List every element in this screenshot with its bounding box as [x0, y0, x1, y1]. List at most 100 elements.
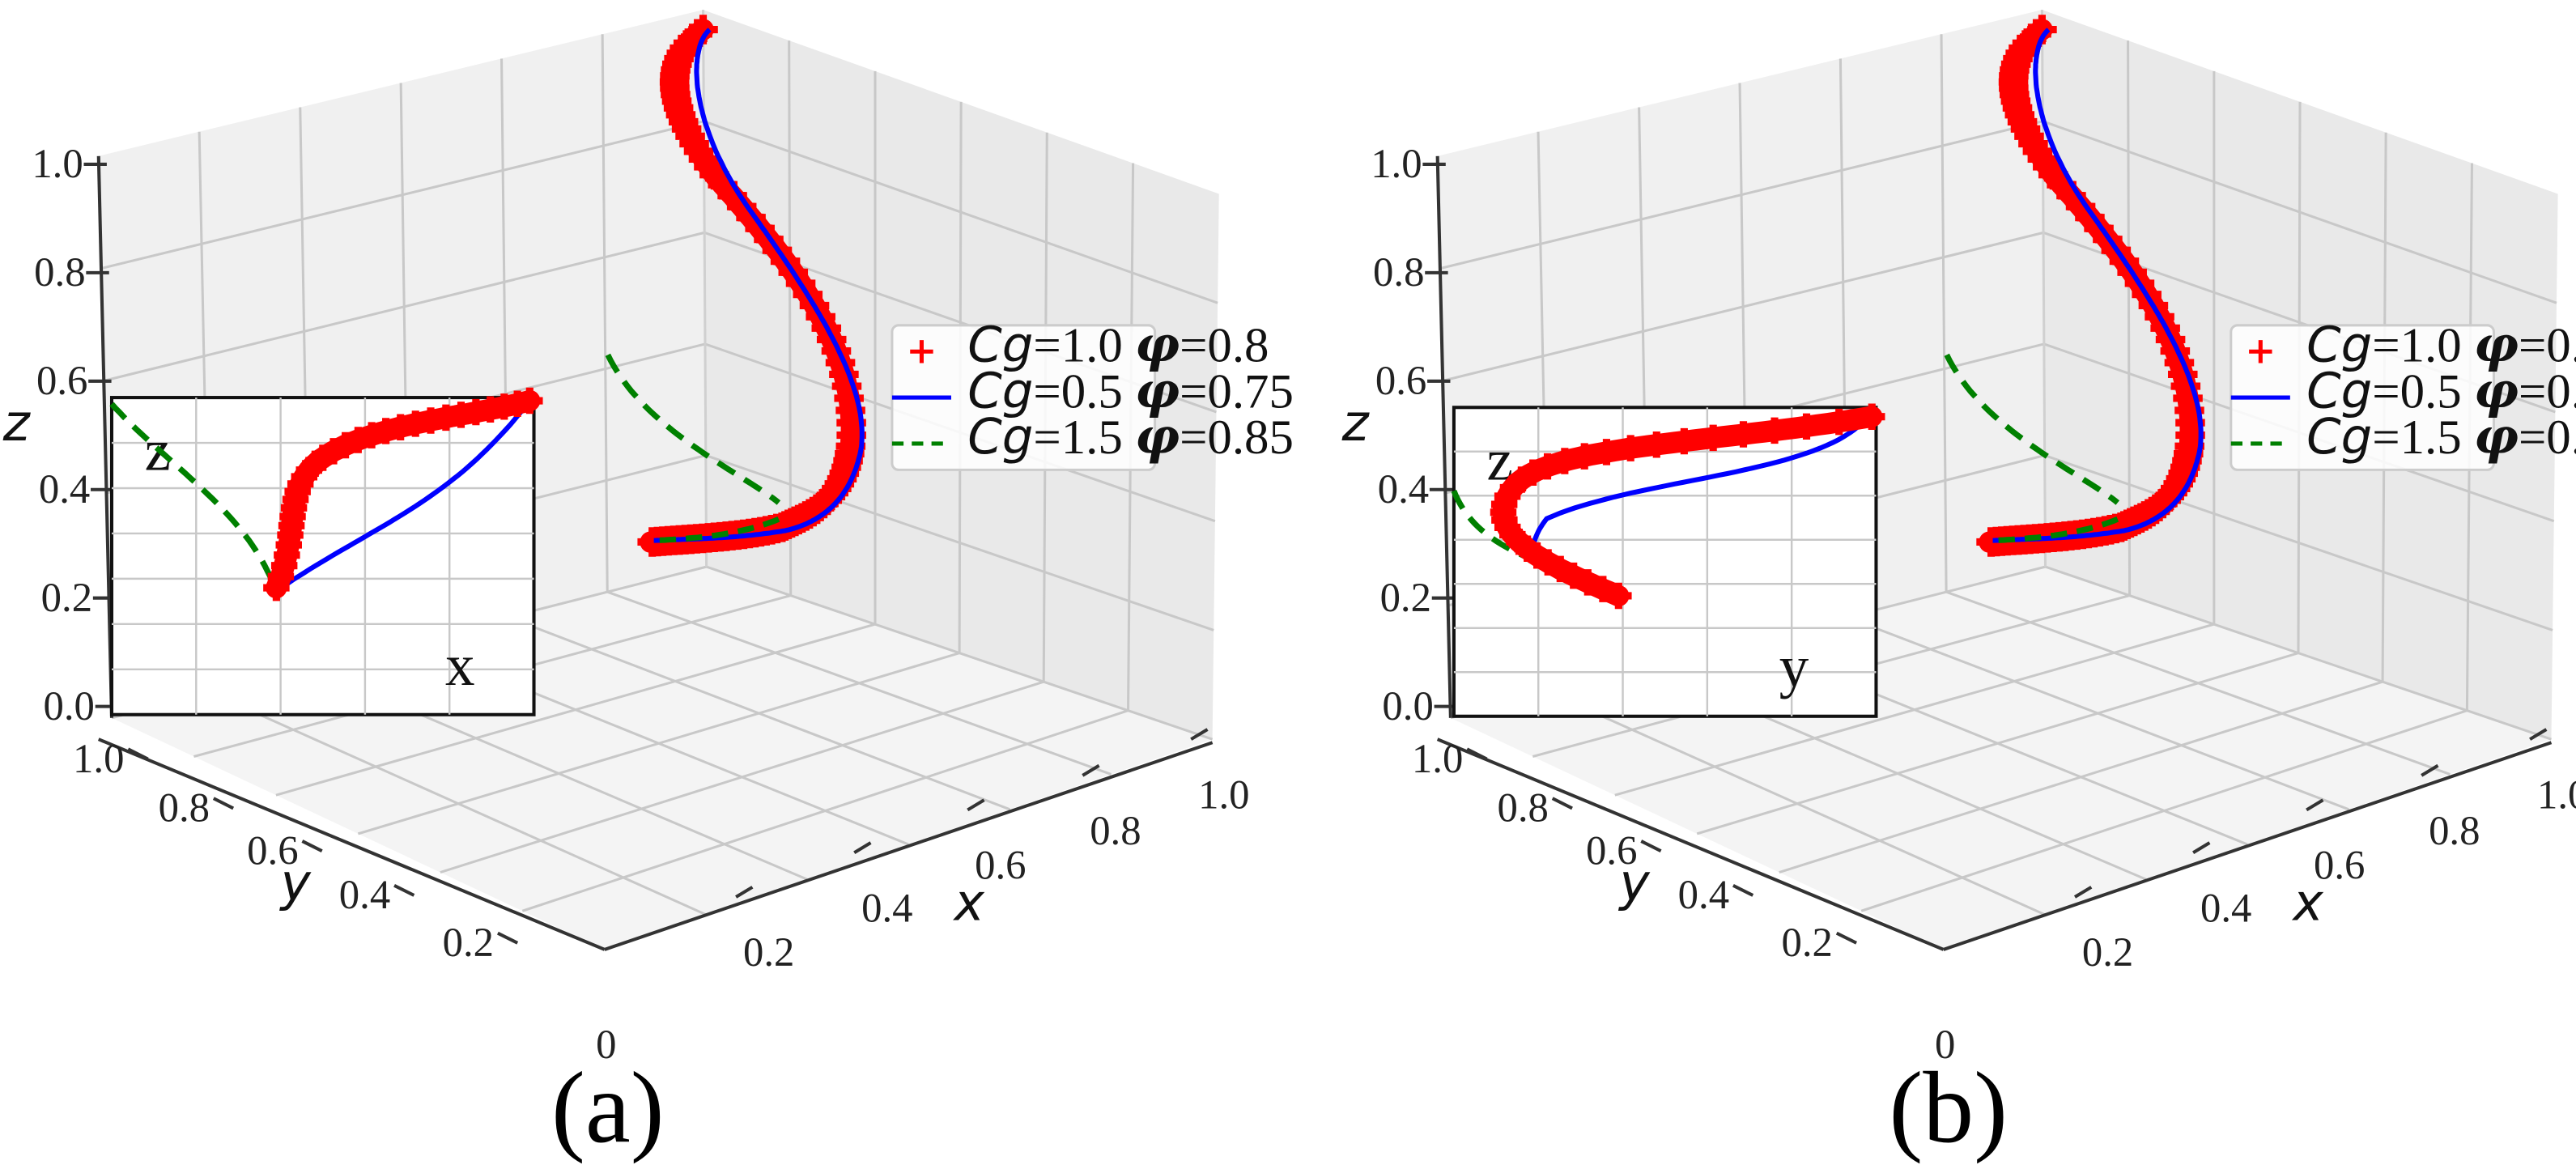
origin-tick-label: 0	[1935, 1022, 1955, 1067]
y-tick-mark	[127, 747, 149, 761]
z-tick-label: 0.6	[36, 358, 87, 403]
inset-horizontal-label: x	[445, 632, 475, 698]
legend-entry-label: Cg=1.5 φ=0.85	[2306, 408, 2576, 465]
inset-series-cg1-marker	[1643, 431, 1670, 458]
inset-series-cg1-marker	[1730, 421, 1757, 448]
x-tick-mark	[2529, 728, 2548, 741]
figure-root: 0.0 0.2 0.4 0.6 0.8 1.0 z 1.0 0.8 0.6 0.4 0.2 y 0.2 0.…	[2, 10, 2576, 1164]
x-gridline	[275, 70, 877, 797]
legend-cg: =0.5	[2372, 364, 2474, 419]
inset-series-cg1-marker	[358, 422, 385, 448]
inset-series-cg1-marker	[1859, 403, 1885, 430]
inset-series-cg1-marker	[1761, 417, 1788, 444]
y-axis-line	[1436, 738, 1945, 951]
y-tick-mark	[496, 931, 519, 945]
y-tick-label: 0.2	[1782, 920, 1833, 965]
legend-phi: =0.75	[1180, 364, 1294, 419]
y-tick-mark	[301, 840, 323, 852]
y-tick-label: 1.0	[73, 736, 124, 781]
inset-series-cg1-marker	[516, 387, 543, 414]
x-axis-line	[1943, 741, 2553, 951]
inset-series-cg15-curve	[109, 402, 275, 583]
x-tick-label: 1.0	[1198, 772, 1249, 817]
panel-wrapper: 0.0 0.2 0.4 0.6 0.8 1.0 z 1.0 0.8 0.6 0.4 0.2 y 0.2 0.…	[2, 10, 2576, 1164]
x-tick-label: 0.2	[743, 929, 794, 975]
y-tick-label: 1.0	[1412, 736, 1463, 781]
legend-phi-sym: φ	[1135, 362, 1180, 419]
legend-var: Cg	[2306, 316, 2372, 373]
inset-horizontal-label: y	[1779, 634, 1809, 699]
inset-series-cg05-curve	[274, 399, 532, 593]
legend-marker-plus	[2249, 340, 2272, 363]
legend-phi: =0.8	[2519, 318, 2576, 372]
inset-plot: zx	[109, 387, 543, 716]
x-tick-label: 0.6	[2314, 843, 2365, 888]
y-tick-label: 0.6	[247, 827, 298, 873]
back-corner-edge	[2040, 10, 2047, 567]
legend-phi-sym: φ	[2474, 316, 2519, 373]
y-tick-mark	[1732, 883, 1754, 897]
legend-phi-sym: φ	[1135, 316, 1180, 373]
legend-phi: =0.8	[1180, 318, 1269, 372]
inset-plot: zy	[1451, 403, 1885, 718]
legend-var: Cg	[2306, 408, 2372, 465]
x-gridline	[1614, 70, 2216, 797]
inset-series-cg1-marker	[1589, 576, 1617, 602]
x-axis-line	[604, 741, 1214, 951]
x-tick-mark	[2073, 886, 2093, 899]
inset-series-cg1-marker	[1575, 569, 1601, 596]
x-tick-mark	[2306, 798, 2324, 812]
legend-entry-label: Cg=1.0 φ=0.8	[2306, 316, 2576, 373]
legend-marker-plus	[910, 340, 933, 363]
x-gridline	[1779, 132, 2387, 874]
panel-label: (a)	[551, 1052, 665, 1164]
x-axis-label: x	[2292, 873, 2324, 932]
inset-series-cg1-marker	[1520, 459, 1546, 486]
chart-panel-b: 0.0 0.2 0.4 0.6 0.8 1.0 z 1.0 0.8 0.6 0.4 0.2 y 0.2 0.…	[1341, 10, 2576, 1164]
legend-cg: =1.5	[2372, 410, 2474, 465]
inset-series-cg1-marker	[1593, 439, 1620, 465]
z-tick-label: 0.0	[1382, 683, 1433, 729]
y-tick-mark	[393, 883, 415, 897]
x-tick-label: 0.8	[2429, 808, 2480, 853]
z-tick-label: 0.4	[1378, 466, 1429, 512]
inset-series-cg1-marker	[1534, 453, 1561, 480]
legend-var: Cg	[967, 362, 1033, 419]
legend-cg: =1.0	[1033, 318, 1135, 372]
z-axis-label: z	[2, 393, 32, 453]
chart-panel-a: 0.0 0.2 0.4 0.6 0.8 1.0 z 1.0 0.8 0.6 0.4 0.2 y 0.2 0.…	[2, 10, 1294, 1164]
series-cg05-curve	[653, 28, 865, 543]
x-tick-label: 0.6	[975, 843, 1026, 888]
x-tick-mark	[1190, 728, 1209, 741]
x-tick-label: 0.8	[1090, 808, 1141, 853]
x-axis-label: x	[953, 873, 985, 932]
legend-phi: =0.75	[2519, 364, 2576, 419]
legend-cg: =1.5	[1033, 410, 1135, 465]
series-cg15-tail	[1992, 516, 2119, 544]
x-tick-label: 0.4	[2200, 885, 2251, 930]
z-tick-label: 0.8	[34, 249, 85, 295]
panel-label: (b)	[1889, 1052, 2008, 1164]
origin-tick-label: 0	[596, 1022, 616, 1067]
inset-series-cg1-marker	[1699, 424, 1727, 452]
z-tick-label: 1.0	[1371, 141, 1422, 186]
legend-cg: =0.5	[1033, 364, 1135, 419]
legend-entry-label: Cg=0.5 φ=0.75	[967, 362, 1294, 419]
y-tick-mark	[1466, 747, 1488, 761]
y-axis-label: y	[279, 853, 312, 912]
x-tick-mark	[853, 841, 872, 854]
inset-series-cg1-marker	[1571, 443, 1598, 470]
inset-series-cg1-marker	[372, 418, 399, 444]
series-cg15-tail	[653, 516, 780, 544]
x-tick-mark	[735, 886, 754, 899]
z-tick-label: 0.2	[41, 575, 92, 620]
legend-entry-label: Cg=1.0 φ=0.8	[967, 316, 1269, 373]
legend-phi-sym: φ	[2474, 408, 2519, 465]
x-tick-label: 1.0	[2537, 772, 2576, 817]
z-tick-label: 0.2	[1380, 575, 1431, 620]
z-tick-label: 1.0	[32, 141, 83, 186]
z-axis-line	[1435, 155, 1452, 718]
x-tick-mark	[967, 798, 985, 812]
series-cg15-curve	[605, 353, 781, 505]
inset-series-cg1-marker	[1560, 562, 1587, 589]
